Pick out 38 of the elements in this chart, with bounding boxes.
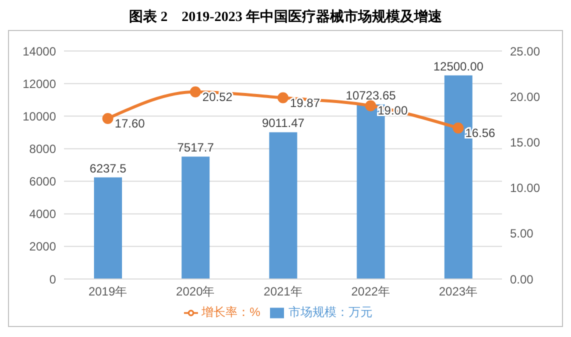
x-tick-label: 2019年 [88, 284, 128, 299]
point [452, 122, 464, 134]
y-tick-label: 4000 [29, 207, 56, 222]
y2-tick-label: 5.00 [510, 226, 534, 241]
data-label: 12500.00 [433, 59, 484, 74]
point [102, 112, 114, 124]
data-label: 19.00 [378, 104, 408, 118]
data-label: 9011.47 [262, 116, 305, 130]
bar [182, 156, 210, 279]
data-label: 10723.65 [346, 88, 396, 102]
chart-title: 图表 2 2019-2023 年中国医疗器械市场规模及增速 [128, 8, 443, 27]
point [278, 92, 288, 104]
y-tick-label: 10000 [22, 109, 56, 124]
data-label: 20.52 [202, 90, 233, 104]
x-tick-label: 2020年 [176, 284, 215, 299]
data-label: 7517.7 [177, 140, 214, 155]
point [365, 100, 376, 112]
legend-label: 市场规模：万元 [288, 305, 372, 319]
y2-tick-label: 0.00 [510, 272, 534, 286]
data-label: 17.60 [114, 116, 146, 130]
y-tick-label: 6000 [29, 174, 56, 189]
x-tick-label: 2022年 [351, 284, 390, 299]
y2-tick-label: 20.00 [510, 90, 540, 104]
y-tick-label: 14000 [22, 44, 56, 58]
data-label: 6237.5 [90, 161, 127, 176]
point [190, 86, 201, 98]
y-tick-label: 2000 [29, 240, 56, 254]
legend-label: 增长率：% [202, 305, 260, 319]
y-tick-label: 8000 [29, 142, 56, 156]
y2-tick-label: 10.00 [510, 181, 540, 196]
bar [269, 132, 298, 279]
x-tick-label: 2023年 [438, 284, 478, 299]
y-tick-label: 0 [49, 272, 56, 286]
y2-tick-label: 25.00 [510, 44, 540, 58]
bar [94, 177, 122, 279]
y-tick-label: 12000 [22, 76, 56, 91]
x-tick-label: 2021年 [264, 284, 302, 299]
y2-tick-label: 15.00 [510, 135, 540, 150]
